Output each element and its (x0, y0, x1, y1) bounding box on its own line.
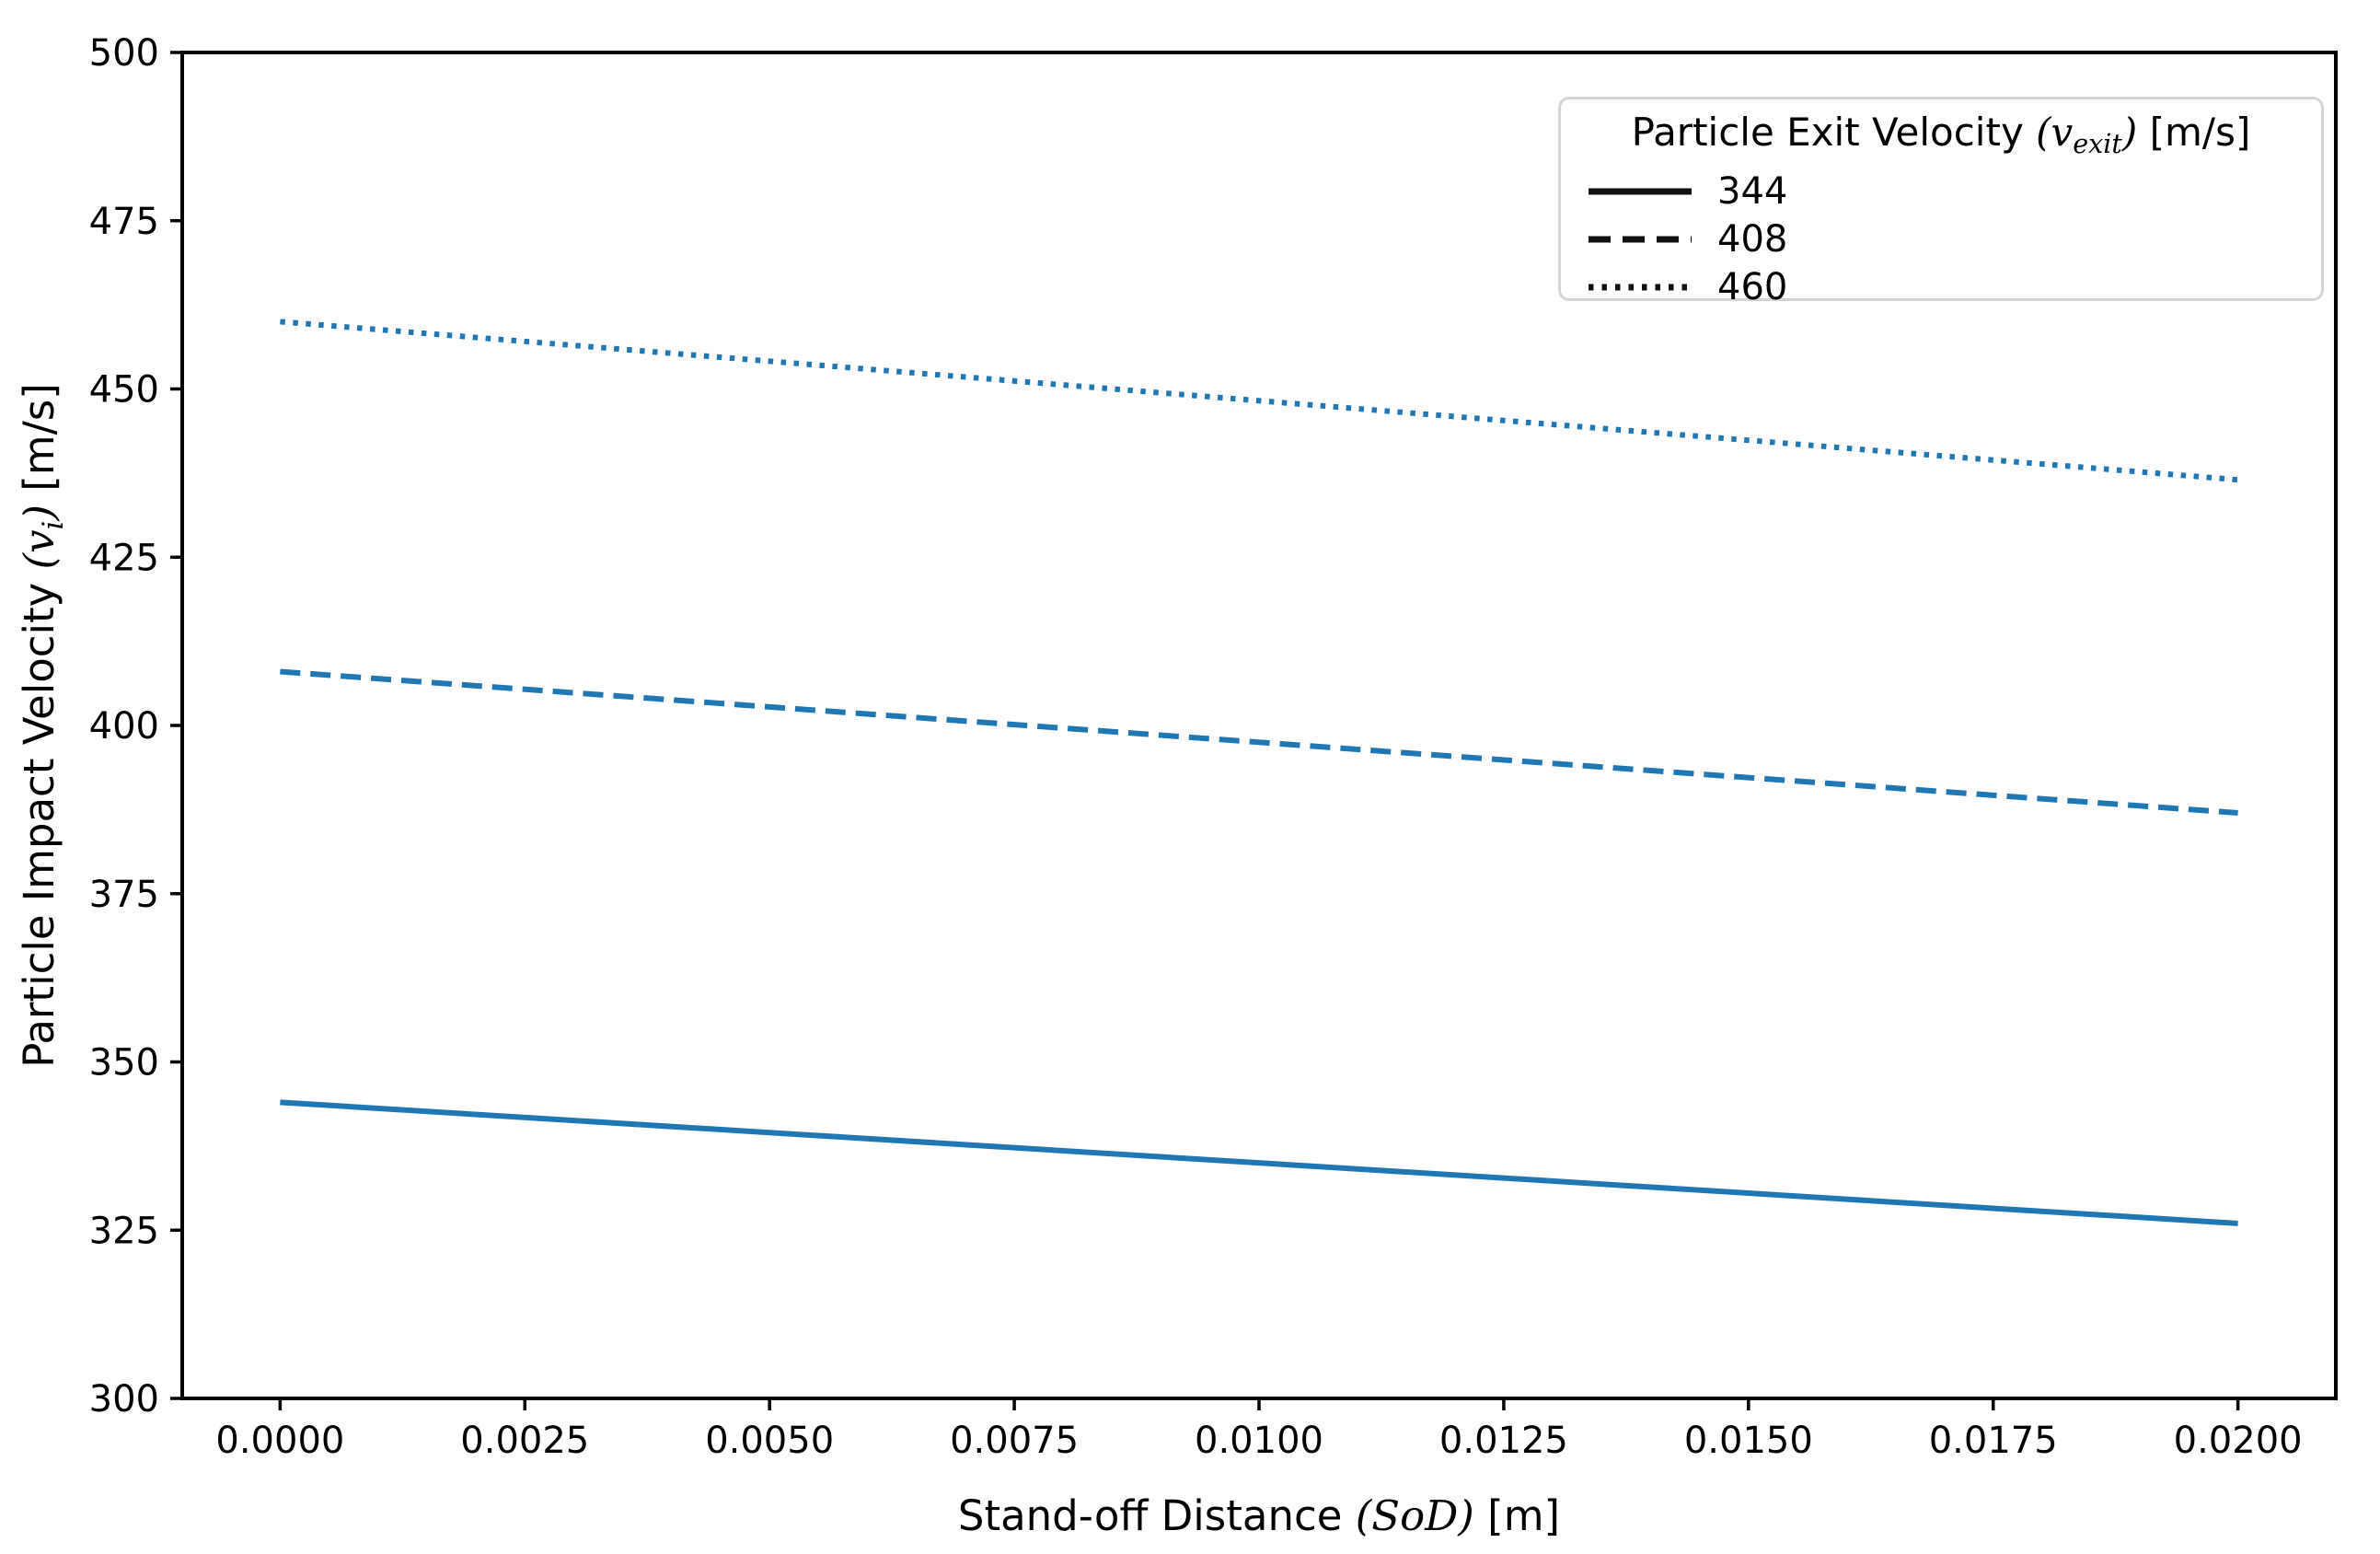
y-tick-label: 350 (89, 1042, 159, 1084)
legend-dashed-line-icon (1589, 236, 1692, 243)
y-tick-label: 325 (89, 1210, 159, 1252)
y-tick-label: 425 (89, 537, 159, 579)
y-axis-label: Particle Impact Velocity (vi) [m/s] (15, 383, 70, 1068)
series-line-460 (280, 319, 2238, 483)
legend-entry-label: 460 (1717, 265, 1788, 308)
legend: Particle Exit Velocity (vexit) [m/s] 344… (1558, 97, 2324, 308)
legend-entries: 344 408 460 (1561, 168, 2321, 311)
legend-entry-344: 344 (1561, 168, 2321, 215)
x-tick-label: 0.0000 (215, 1420, 344, 1462)
x-tick-label: 0.0175 (1929, 1420, 2058, 1462)
x-tick-label: 0.0125 (1439, 1420, 1568, 1462)
y-tick-label: 500 (89, 32, 159, 75)
x-tick-label: 0.0025 (460, 1420, 589, 1462)
y-tick-label: 400 (89, 705, 159, 748)
legend-entry-label: 408 (1717, 217, 1788, 261)
y-tick-label: 375 (89, 874, 159, 916)
x-tick-label: 0.0100 (1195, 1420, 1323, 1462)
legend-title-segment: ) (2121, 110, 2138, 155)
y-tick-label: 450 (89, 369, 159, 412)
x-tick-label: 0.0050 (705, 1420, 834, 1462)
y-tick-label: 300 (89, 1378, 159, 1421)
legend-title-segment: (v (2036, 110, 2074, 155)
legend-title: Particle Exit Velocity (vexit) [m/s] (1561, 99, 2321, 168)
series-line-408 (280, 668, 2238, 817)
legend-entry-460: 460 (1561, 263, 2321, 311)
x-tick-label: 0.0075 (950, 1420, 1079, 1462)
y-tick-label: 475 (89, 201, 159, 243)
x-axis-label: Stand-off Distance (SoD) [m] (958, 1491, 1560, 1540)
legend-entry-label: 344 (1717, 169, 1788, 213)
legend-title-segment: [m/s] (2137, 110, 2251, 155)
legend-dotted-line-icon (1589, 284, 1692, 291)
x-tick-label: 0.0200 (2174, 1420, 2303, 1462)
legend-title-segment: exit (2073, 127, 2122, 159)
legend-title-segment: Particle Exit Velocity (1631, 110, 2037, 155)
legend-solid-line-icon (1589, 188, 1692, 195)
x-tick-label: 0.0150 (1684, 1420, 1813, 1462)
legend-entry-408: 408 (1561, 215, 2321, 263)
series-line-344 (280, 1099, 2238, 1226)
